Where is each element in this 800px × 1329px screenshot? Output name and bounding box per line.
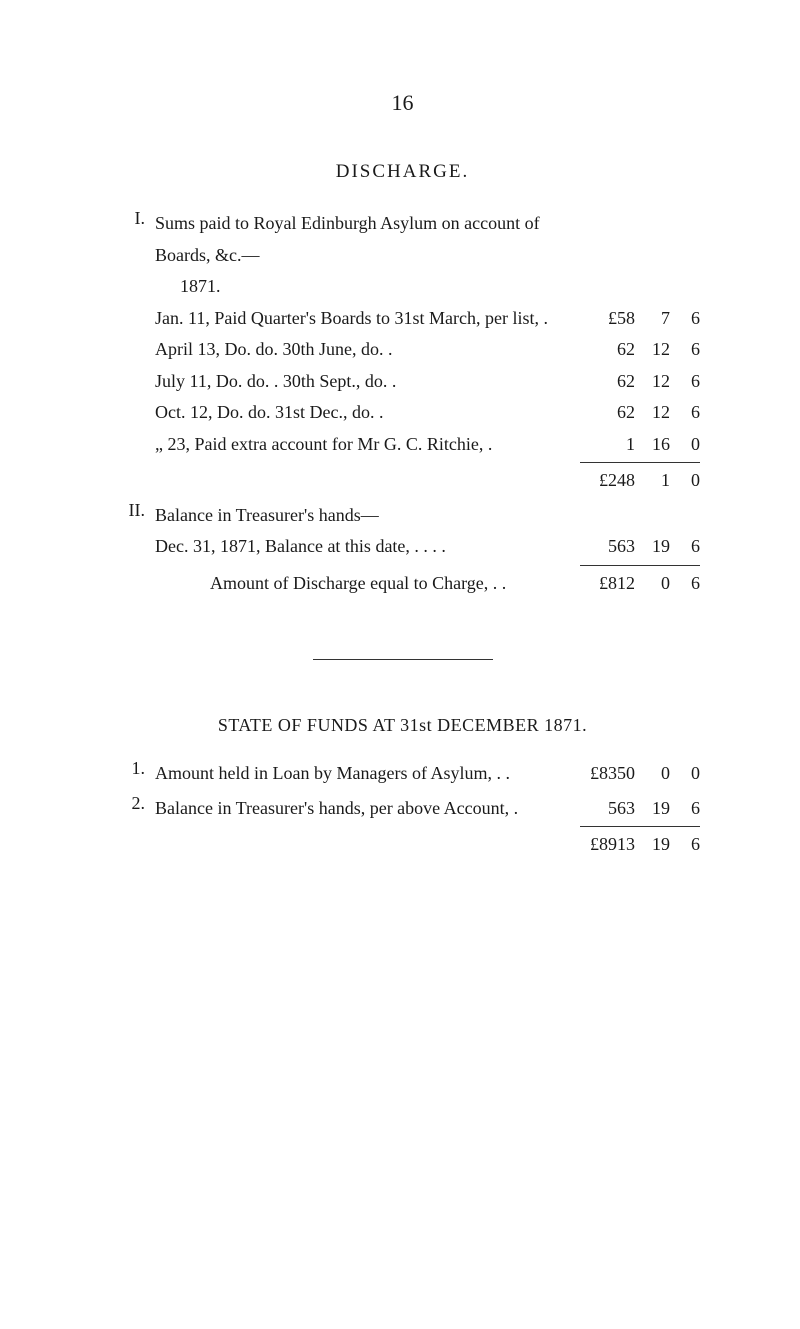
subtotal-row: £248 1 0 bbox=[155, 465, 700, 497]
section-1-body: Sums paid to Royal Edinburgh Asylum on a… bbox=[155, 208, 700, 497]
state-total-row: £8913 19 6 bbox=[155, 829, 700, 861]
discharge-row: „ 23, Paid extra account for Mr G. C. Ri… bbox=[155, 429, 700, 461]
row-text: „ 23, Paid extra account for Mr G. C. Ri… bbox=[155, 429, 570, 461]
amt-d: 6 bbox=[670, 303, 700, 335]
row-amount: 1 16 0 bbox=[570, 429, 700, 461]
row-text: Jan. 11, Paid Quarter's Boards to 31st M… bbox=[155, 303, 570, 335]
row-amount: 62 12 6 bbox=[570, 334, 700, 366]
rule bbox=[580, 462, 700, 463]
subtotal-amount: £248 1 0 bbox=[570, 465, 700, 497]
divider-rule bbox=[313, 659, 493, 660]
state-line: Amount held in Loan by Managers of Asylu… bbox=[155, 758, 700, 790]
row-amount: £8350 0 0 bbox=[570, 758, 700, 790]
discharge-title: DISCHARGE. bbox=[105, 161, 700, 183]
section-1-num: I. bbox=[105, 208, 155, 229]
row-amount: 62 12 6 bbox=[570, 397, 700, 429]
page-number: 16 bbox=[105, 90, 700, 116]
state-row-1-num: 1. bbox=[105, 758, 155, 779]
amt-l: £58 bbox=[580, 303, 635, 335]
section-1: I. Sums paid to Royal Edinburgh Asylum o… bbox=[105, 208, 700, 497]
section-2: II. Balance in Treasurer's hands— Dec. 3… bbox=[105, 500, 700, 600]
state-title: STATE OF FUNDS AT 31st DECEMBER 1871. bbox=[105, 715, 700, 736]
row-amount: 62 12 6 bbox=[570, 366, 700, 398]
rule bbox=[580, 565, 700, 566]
state-row-2: 2. Balance in Treasurer's hands, per abo… bbox=[105, 793, 700, 861]
page: 16 DISCHARGE. I. Sums paid to Royal Edin… bbox=[0, 0, 800, 924]
row-amount: 563 19 6 bbox=[570, 793, 700, 825]
state-line: Balance in Treasurer's hands, per above … bbox=[155, 793, 700, 825]
total-label: Amount of Discharge equal to Charge, . . bbox=[155, 568, 570, 600]
state-row-1: 1. Amount held in Loan by Managers of As… bbox=[105, 758, 700, 790]
row-text: Balance in Treasurer's hands, per above … bbox=[155, 793, 570, 825]
row-text: Dec. 31, 1871, Balance at this date, . .… bbox=[155, 531, 570, 563]
row-text: Oct. 12, Do. do. 31st Dec., do. . bbox=[155, 397, 570, 429]
section-1-year: 1871. bbox=[155, 271, 570, 303]
row-amount: 563 19 6 bbox=[570, 531, 700, 563]
discharge-row: April 13, Do. do. 30th June, do. . 62 12… bbox=[155, 334, 700, 366]
row-text: July 11, Do. do. . 30th Sept., do. . bbox=[155, 366, 570, 398]
discharge-total-row: Amount of Discharge equal to Charge, . .… bbox=[155, 568, 700, 600]
state-row-2-num: 2. bbox=[105, 793, 155, 814]
section-1-intro: Sums paid to Royal Edinburgh Asylum on a… bbox=[155, 208, 570, 271]
state-total-amount: £8913 19 6 bbox=[570, 829, 700, 861]
discharge-row: Jan. 11, Paid Quarter's Boards to 31st M… bbox=[155, 303, 700, 335]
discharge-row: Dec. 31, 1871, Balance at this date, . .… bbox=[155, 531, 700, 563]
section-2-body: Balance in Treasurer's hands— Dec. 31, 1… bbox=[155, 500, 700, 600]
total-amount: £812 0 6 bbox=[570, 568, 700, 600]
row-amount: £58 7 6 bbox=[570, 303, 700, 335]
row-text: Amount held in Loan by Managers of Asylu… bbox=[155, 758, 570, 790]
section-1-intro-line: Sums paid to Royal Edinburgh Asylum on a… bbox=[155, 208, 700, 271]
row-text: April 13, Do. do. 30th June, do. . bbox=[155, 334, 570, 366]
rule bbox=[580, 826, 700, 827]
section-2-num: II. bbox=[105, 500, 155, 521]
empty-amt bbox=[570, 208, 700, 271]
amt-s: 7 bbox=[635, 303, 670, 335]
section-2-intro-line: Balance in Treasurer's hands— bbox=[155, 500, 700, 532]
discharge-row: Oct. 12, Do. do. 31st Dec., do. . 62 12 … bbox=[155, 397, 700, 429]
section-1-year-line: 1871. bbox=[155, 271, 700, 303]
section-2-intro: Balance in Treasurer's hands— bbox=[155, 500, 570, 532]
discharge-row: July 11, Do. do. . 30th Sept., do. . 62 … bbox=[155, 366, 700, 398]
